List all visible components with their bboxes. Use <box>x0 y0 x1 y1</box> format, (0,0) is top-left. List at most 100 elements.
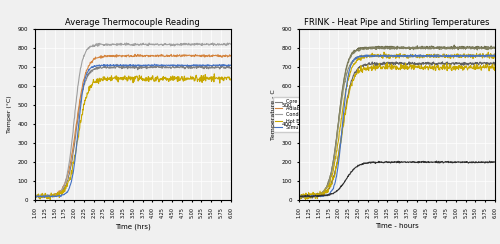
Adiabatic Average <box>224 54 230 57</box>
Line: ihp0,1,ktot+3: ihp0,1,ktot+3 <box>300 54 495 197</box>
Stir-Acceptor <box>492 161 498 164</box>
Simulator <box>390 55 396 58</box>
ihp0,1,ktot+1 <box>414 56 420 59</box>
ihp0,1,ktot+3 <box>390 55 396 58</box>
ifu1,ntheta,kfluc <box>488 44 494 47</box>
ifu1,ntheta,kfluc <box>303 196 309 199</box>
ihp0,1,ktot <box>403 46 409 49</box>
Simulator Average <box>193 63 199 66</box>
Condenser Average <box>138 43 144 46</box>
Simulator Average <box>228 64 234 67</box>
Simulator Average <box>32 195 38 198</box>
Condenser Average <box>228 43 234 46</box>
ifu1,ntheta,kfluc <box>390 45 396 48</box>
Stir-Acceptor <box>391 161 397 164</box>
Line: ifu1,ntheta,kfluc: ifu1,ntheta,kfluc <box>300 45 495 197</box>
Adiabatic Average <box>228 54 234 57</box>
Core Average <box>32 194 38 197</box>
Stir-HotEnd <box>414 65 420 68</box>
ihp0,1,ktot <box>414 46 420 49</box>
ihp0,1,ktot+1 <box>403 55 409 58</box>
Simulator <box>296 194 302 197</box>
Line: ihp0,1,ktot+2: ihp0,1,ktot+2 <box>300 62 495 198</box>
Simulator Average <box>126 64 132 67</box>
ihp0,1,ktot <box>492 47 498 50</box>
Adiabatic Average <box>150 54 156 57</box>
Line: Core Average: Core Average <box>35 64 230 198</box>
Stir-Acceptor <box>434 160 440 163</box>
ihp0,1,ktot+2 <box>492 63 498 66</box>
Simulator Average <box>126 64 132 67</box>
ihp0,1,ktot+1 <box>391 54 397 57</box>
Condenser Average <box>126 43 132 46</box>
Stir-HotEnd <box>403 68 409 71</box>
ihp0,1,ktot <box>458 47 464 50</box>
ihp0,1,ktot <box>303 196 309 199</box>
ihp0,1,ktot+3 <box>391 54 397 57</box>
Stir-HotEnd <box>458 67 464 70</box>
ihp0,1,ktot+1 <box>488 55 494 58</box>
Core Average <box>150 65 156 68</box>
Adiabatic Average <box>132 53 138 56</box>
Condenser Average <box>44 196 50 199</box>
ihp0,1,ktot+1 <box>304 197 310 200</box>
Stir-HotEnd <box>391 65 397 68</box>
ihp0,1,ktot+1 <box>390 56 396 59</box>
Stir-HotEnd <box>492 63 498 66</box>
Line: Hot End Average: Hot End Average <box>35 74 230 200</box>
Simulator Average <box>149 64 155 67</box>
Stir-HotEnd <box>296 195 302 198</box>
Simulator <box>414 55 420 58</box>
Stir-HotEnd <box>488 66 494 69</box>
ihp0,1,ktot+2 <box>391 61 397 64</box>
Simulator Average <box>42 196 48 199</box>
Hot End Average <box>212 72 218 75</box>
Y-axis label: Temper (°C): Temper (°C) <box>7 96 12 133</box>
Stir-HotEnd <box>390 64 396 67</box>
Stir-Acceptor <box>413 161 419 164</box>
ihp0,1,ktot+2 <box>296 195 302 198</box>
Simulator Average <box>138 64 144 67</box>
ihp0,1,ktot+1 <box>492 54 498 57</box>
Simulator <box>391 55 397 58</box>
Adiabatic Average <box>138 54 144 57</box>
Simulator <box>458 54 464 57</box>
ihp0,1,ktot <box>488 48 494 51</box>
Condenser Average <box>149 43 155 46</box>
Stir-Acceptor <box>458 161 464 164</box>
ihp0,1,ktot <box>390 47 396 50</box>
Core Average <box>126 65 132 68</box>
ihp0,1,ktot+3 <box>491 53 497 56</box>
Hot End Average <box>138 75 144 78</box>
Hot End Average <box>32 194 38 197</box>
Condenser Average <box>32 194 38 197</box>
Condenser Average <box>126 43 132 46</box>
Adiabatic Average <box>193 54 199 57</box>
Adiabatic Average <box>126 53 132 56</box>
Core Average <box>138 65 144 68</box>
Hot End Average <box>126 77 132 80</box>
ihp0,1,ktot+2 <box>393 60 399 63</box>
X-axis label: Time (hrs): Time (hrs) <box>115 224 150 230</box>
Title: FRINK - Heat Pipe and Stirling Temperatures: FRINK - Heat Pipe and Stirling Temperatu… <box>304 18 490 27</box>
Stir-HotEnd <box>384 61 390 64</box>
Hot End Average <box>228 78 234 81</box>
Stir-Acceptor <box>296 195 302 198</box>
ihp0,1,ktot+1 <box>381 51 387 54</box>
Stir-Acceptor <box>488 160 494 163</box>
Adiabatic Average <box>40 196 46 199</box>
ihp0,1,ktot <box>391 48 397 51</box>
Title: Average Thermocouple Reading: Average Thermocouple Reading <box>66 18 200 27</box>
Adiabatic Average <box>32 194 38 197</box>
ifu1,ntheta,kfluc <box>492 46 498 49</box>
ifu1,ntheta,kfluc <box>413 46 419 49</box>
ihp0,1,ktot+2 <box>414 62 420 65</box>
Simulator <box>299 196 305 199</box>
Core Average <box>37 196 43 199</box>
Stir-Acceptor <box>307 195 313 198</box>
Line: Simulator Average: Simulator Average <box>35 64 230 197</box>
Condenser Average <box>210 41 216 44</box>
ifu1,ntheta,kfluc <box>402 46 408 49</box>
Hot End Average <box>149 76 155 79</box>
Legend: Core Average, Adiabatic Average, Condenser Average, Hot End Average, Simulator A: Core Average, Adiabatic Average, Condens… <box>273 97 336 132</box>
